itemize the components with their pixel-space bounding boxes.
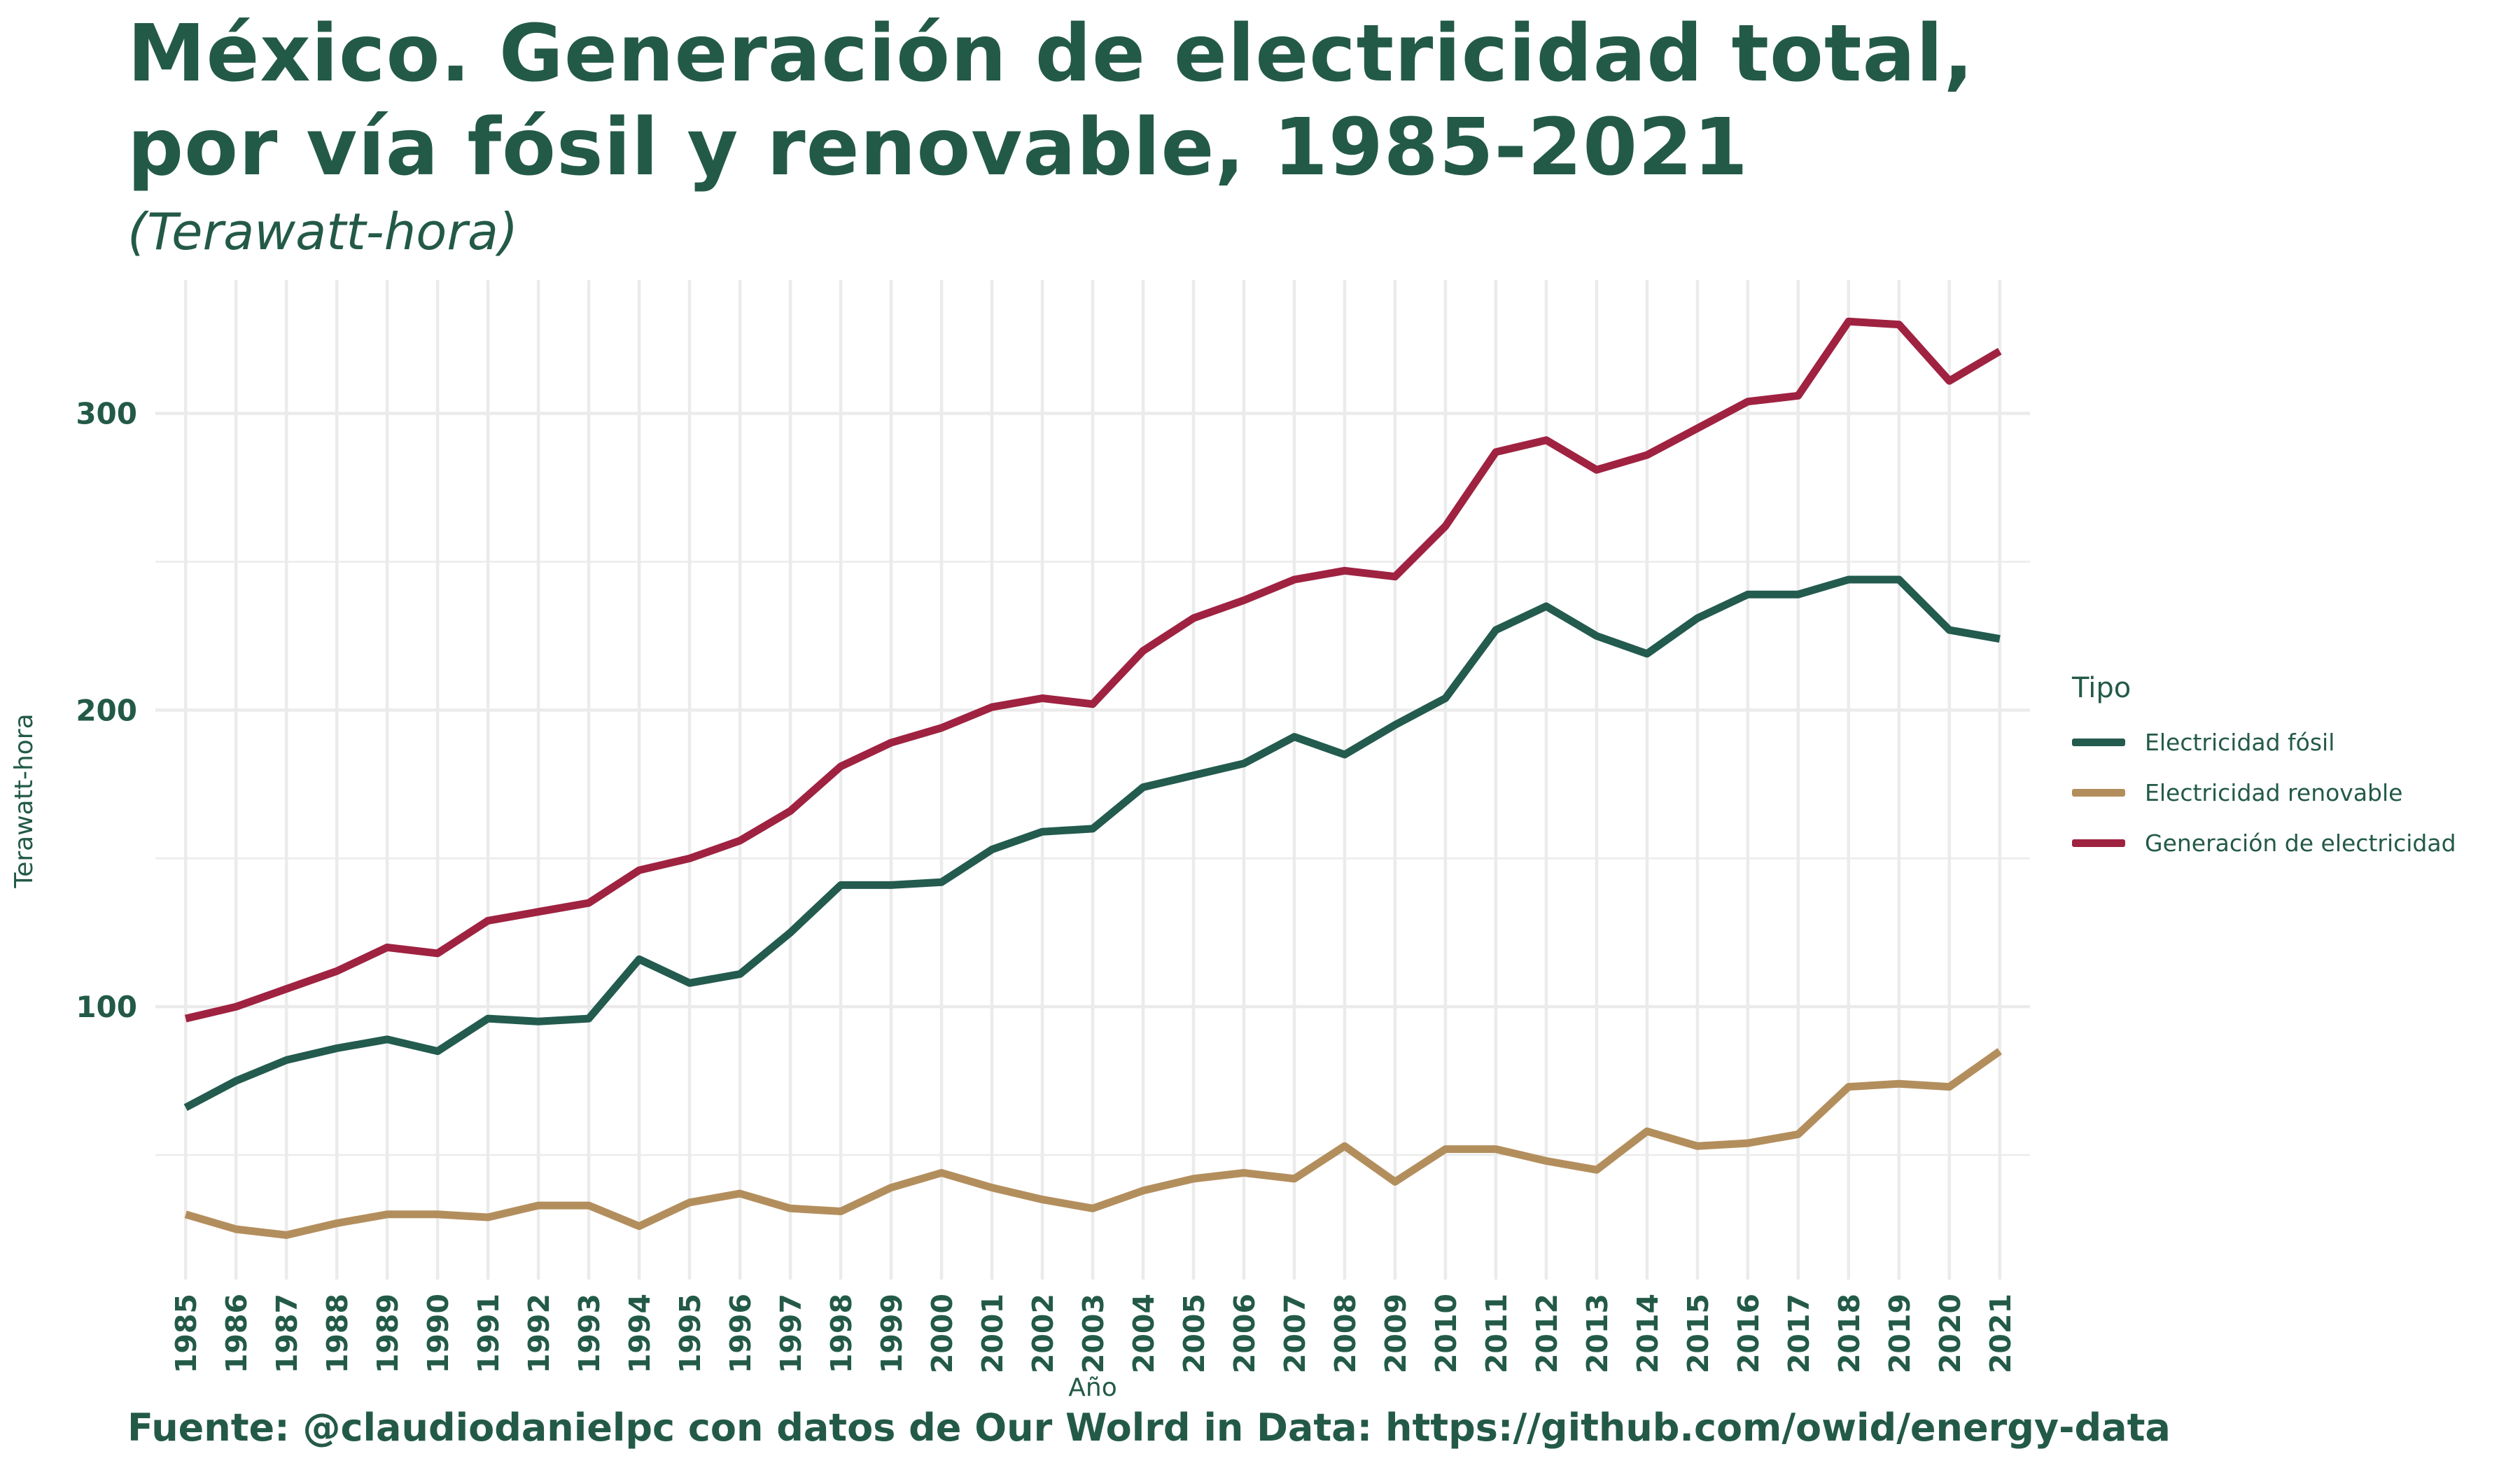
legend-key-renovable	[2072, 788, 2125, 797]
x-tick-label: 1992	[522, 1294, 556, 1373]
legend-item-renovable: Electricidad renovable	[2072, 767, 2456, 818]
x-axis-title: Año	[1068, 1373, 1116, 1402]
x-tick-label: 1990	[421, 1294, 455, 1373]
x-tick-label: 2018	[1833, 1294, 1866, 1373]
x-tick-label: 1997	[774, 1294, 808, 1373]
legend-label-renovable: Electricidad renovable	[2145, 778, 2403, 806]
y-axis-title: Terawatt-hora	[10, 713, 38, 888]
legend: Tipo Electricidad fósil Electricidad ren…	[2072, 672, 2456, 868]
legend-key-fosil	[2072, 738, 2125, 746]
x-tick-label: 2007	[1278, 1294, 1312, 1373]
x-tick-label: 2020	[1933, 1294, 1967, 1373]
x-tick-label: 2021	[1984, 1294, 2017, 1373]
chart-title: México. Generación de electricidad total…	[127, 7, 1974, 195]
series-line-fosil	[183, 575, 2001, 1112]
x-tick-label: 1995	[673, 1294, 707, 1373]
x-tick-label: 1987	[270, 1294, 304, 1373]
x-tick-label: 1994	[623, 1294, 657, 1373]
series-line-renovable	[184, 1048, 2002, 1239]
y-tick-label: 100	[76, 990, 137, 1024]
x-tick-label: 1991	[472, 1294, 505, 1373]
source-caption: Fuente: @claudiodanielpc con datos de Ou…	[127, 1406, 2171, 1450]
x-tick-label: 2019	[1883, 1294, 1917, 1373]
chart-subtitle: (Terawatt-hora)	[127, 202, 519, 261]
legend-title: Tipo	[2072, 672, 2132, 704]
chart-title-line2: por vía fósil y renovable, 1985-2021	[127, 102, 1749, 193]
x-tick-label: 2004	[1127, 1294, 1161, 1373]
legend-label-total: Generación de electricidad	[2145, 829, 2456, 857]
x-tick-label: 2013	[1581, 1294, 1614, 1373]
x-tick-label: 2006	[1228, 1294, 1261, 1373]
x-tick-label: 1993	[573, 1294, 606, 1373]
x-tick-label: 2015	[1681, 1294, 1715, 1373]
x-tick-label: 1996	[724, 1294, 757, 1373]
x-tick-label: 2016	[1732, 1294, 1765, 1373]
x-tick-label: 2000	[925, 1294, 959, 1373]
chart-title-line1: México. Generación de electricidad total…	[127, 8, 1974, 99]
x-tick-label: 2012	[1530, 1294, 1564, 1373]
x-tick-label: 2008	[1329, 1294, 1362, 1373]
x-tick-label: 2017	[1782, 1294, 1816, 1373]
legend-label-fosil: Electricidad fósil	[2145, 728, 2335, 756]
x-tick-label: 1986	[220, 1294, 253, 1373]
grid-lines	[155, 280, 2030, 1280]
y-tick-label: 200	[76, 693, 137, 727]
x-tick-label: 1989	[371, 1294, 405, 1373]
x-tick-label: 1999	[875, 1294, 909, 1373]
legend-item-fosil: Electricidad fósil	[2072, 717, 2456, 767]
x-tick-label: 2011	[1480, 1294, 1513, 1373]
x-tick-label: 2005	[1177, 1294, 1211, 1373]
x-tick-label: 2009	[1379, 1294, 1413, 1373]
y-tick-label: 300	[76, 397, 137, 431]
x-tick-label: 1988	[321, 1294, 354, 1373]
x-tick-label: 2001	[976, 1294, 1009, 1373]
x-tick-label: 1998	[825, 1294, 858, 1373]
legend-item-total: Generación de electricidad	[2072, 818, 2456, 868]
x-tick-label: 1985	[169, 1294, 203, 1373]
series-line-total	[184, 317, 2002, 1023]
legend-key-total	[2072, 839, 2125, 847]
x-tick-label: 2003	[1077, 1294, 1110, 1373]
x-tick-label: 2002	[1026, 1294, 1060, 1373]
x-tick-label: 2014	[1631, 1294, 1665, 1373]
x-tick-label: 2010	[1429, 1294, 1463, 1373]
